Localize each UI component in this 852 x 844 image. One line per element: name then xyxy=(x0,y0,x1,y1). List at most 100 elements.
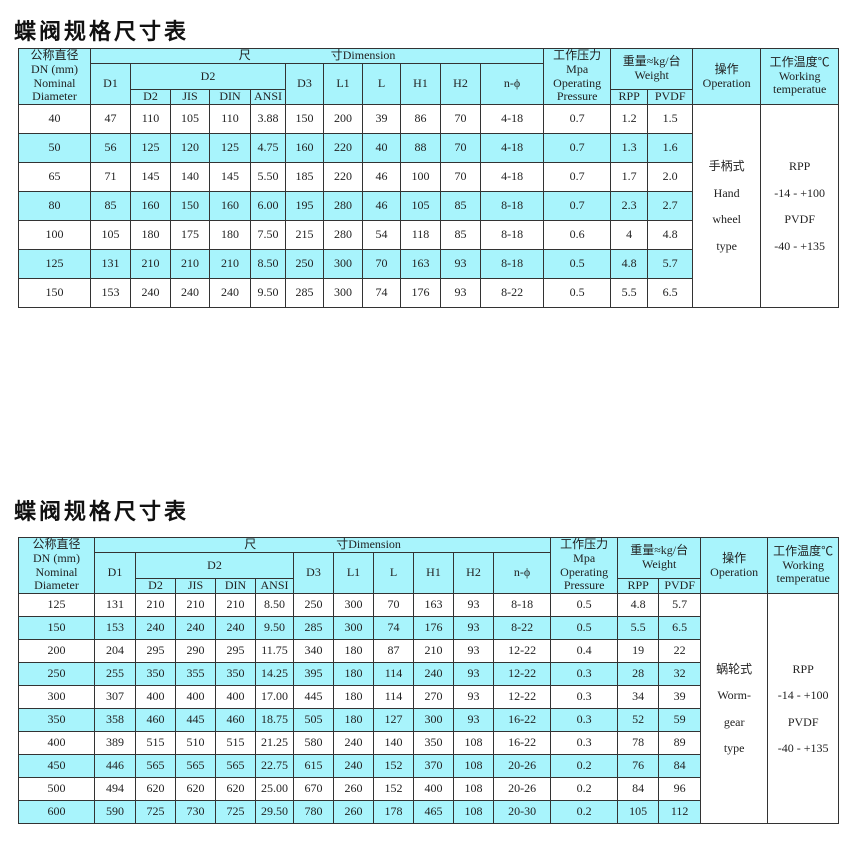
table-cell: 18.75 xyxy=(255,708,294,733)
table-cell: 163 xyxy=(400,249,441,280)
dimension-cn: 尺 xyxy=(238,48,251,62)
table-cell: 204 xyxy=(94,639,136,664)
header-weight-sub: RPP xyxy=(617,578,660,595)
table-cell: 12-22 xyxy=(492,685,552,710)
table-cell: 84 xyxy=(658,754,702,779)
table-cell: 5.7 xyxy=(658,593,702,618)
table-cell: 105 xyxy=(170,104,210,135)
temperature-line: PVDF xyxy=(784,212,816,227)
table-cell: 2.7 xyxy=(647,191,694,222)
table-cell: 70 xyxy=(440,162,481,193)
header-col: L xyxy=(373,551,414,595)
table-cell: 125 xyxy=(18,593,95,618)
table-cell: 400 xyxy=(175,685,216,710)
table-cell: 260 xyxy=(333,777,374,802)
table-cell: 32 xyxy=(658,662,702,687)
table-cell: 21.25 xyxy=(255,731,294,756)
pressure-header-line: Mpa xyxy=(573,550,596,565)
table-cell: 131 xyxy=(94,593,136,618)
table-cell: 93 xyxy=(453,639,494,664)
header-col: L xyxy=(362,62,401,106)
table-cell: 590 xyxy=(94,800,136,825)
header-d2-sub: DIN xyxy=(209,89,251,106)
table-row: 40 47 110 105 110 3.88 150 200 39 86 70 4-18 0.7 1.2 1… xyxy=(18,104,840,309)
header-temperature: 工作温度℃ Working temperatue xyxy=(760,47,840,106)
dimension-en: 寸Dimension xyxy=(336,537,401,551)
table-row: 500 494 620 620 620 25.00 670 260 152 400 108 20-26… xyxy=(18,777,839,802)
table-cell: 240 xyxy=(215,616,256,641)
header-weight: 重量≈kg/台 Weight xyxy=(610,47,694,91)
table-cell: 210 xyxy=(170,249,210,280)
header-d2-sub: JIS xyxy=(170,89,210,106)
table-cell: 180 xyxy=(130,220,171,251)
table-cell: 150 xyxy=(18,278,91,309)
table-cell: 175 xyxy=(170,220,210,251)
temperature-header-line: temperatue xyxy=(773,82,827,97)
table-cell: 240 xyxy=(130,278,171,309)
table-cell: 250 xyxy=(285,249,324,280)
table-cell: 670 xyxy=(293,777,334,802)
table-cell: 46 xyxy=(362,191,401,222)
table-cell: 8-18 xyxy=(479,191,545,222)
header-d2-sub: JIS xyxy=(175,578,216,595)
table-cell: 52 xyxy=(617,708,660,733)
table-cell: 400 xyxy=(215,685,256,710)
table-cell: 12-22 xyxy=(492,639,552,664)
header-col: H2 xyxy=(453,551,494,595)
dn-header-line: DN (mm) xyxy=(31,61,78,76)
header-dn: 公称直径 DN (mm) Nominal Diameter xyxy=(18,47,91,106)
butterfly-valve-spec-table-1: 公称直径 DN (mm) Nominal Diameter 尺 寸Dimension 工… xyxy=(18,47,840,309)
table-row: 80 85 160 150 160 6.00 195 280 46 105 85 8-18 0.7 2.3… xyxy=(18,191,839,222)
table-cell: 240 xyxy=(333,731,374,756)
header-d2-sub: ANSI xyxy=(250,89,286,106)
table-cell: 180 xyxy=(209,220,251,251)
table-cell: 400 xyxy=(18,731,95,756)
table-cell: 20-26 xyxy=(492,777,552,802)
table-cell: 114 xyxy=(373,685,414,710)
table-cell: 0.5 xyxy=(550,616,619,641)
table-cell: 125 xyxy=(209,133,251,164)
table-cell: 494 xyxy=(94,777,136,802)
header-row: D1 D2 D3 L1 L H1 H2 n-ϕ xyxy=(19,62,839,106)
table-row: 150 153 240 240 240 9.50 285 300 74 176 93 8-22 0.5 5… xyxy=(18,278,839,309)
table-cell: 29.50 xyxy=(255,800,294,825)
table-cell: 620 xyxy=(215,777,256,802)
table-cell: 8-22 xyxy=(492,616,552,641)
table-cell: 240 xyxy=(413,662,454,687)
table-cell: 85 xyxy=(440,220,481,251)
table-cell: 300 xyxy=(333,616,374,641)
table-cell: 180 xyxy=(333,662,374,687)
table-cell: 114 xyxy=(373,662,414,687)
header-row: D1 D2 D3 L1 L H1 H2 n-ϕ xyxy=(19,551,839,595)
table-cell: 93 xyxy=(453,593,494,618)
table-cell: 300 xyxy=(413,708,454,733)
table-cell: 0.7 xyxy=(543,191,612,222)
header-operation: 操作 Operation xyxy=(692,47,762,106)
table-cell: 450 xyxy=(18,754,95,779)
operation-line: gear xyxy=(723,714,745,729)
table-cell: 112 xyxy=(658,800,702,825)
header-col: H1 xyxy=(413,551,454,595)
table-cell: 300 xyxy=(333,593,374,618)
table-cell: 210 xyxy=(135,593,176,618)
table-cell: 178 xyxy=(373,800,414,825)
table-cell: 8.50 xyxy=(250,249,286,280)
header-col: n-ϕ xyxy=(492,551,552,595)
temperature-header-line: temperatue xyxy=(776,571,830,586)
header-weight: 重量≈kg/台 Weight xyxy=(617,536,702,580)
table-cell: 210 xyxy=(413,639,454,664)
table-cell: 580 xyxy=(293,731,334,756)
weight-header-line: Weight xyxy=(634,68,669,83)
operation-line: 蜗轮式 xyxy=(716,661,753,676)
header-col: L1 xyxy=(323,62,363,106)
table-cell: 240 xyxy=(175,616,216,641)
operation-line: wheel xyxy=(712,212,741,227)
table-cell: 20-30 xyxy=(492,800,552,825)
temperature-line: PVDF xyxy=(787,714,819,729)
table-cell: 6.5 xyxy=(658,616,702,641)
table-cell: 4.8 xyxy=(617,593,660,618)
table-cell: 40 xyxy=(362,133,401,164)
table-cell: 70 xyxy=(440,133,481,164)
table-cell: 0.2 xyxy=(550,800,619,825)
table-cell: 0.5 xyxy=(550,593,619,618)
